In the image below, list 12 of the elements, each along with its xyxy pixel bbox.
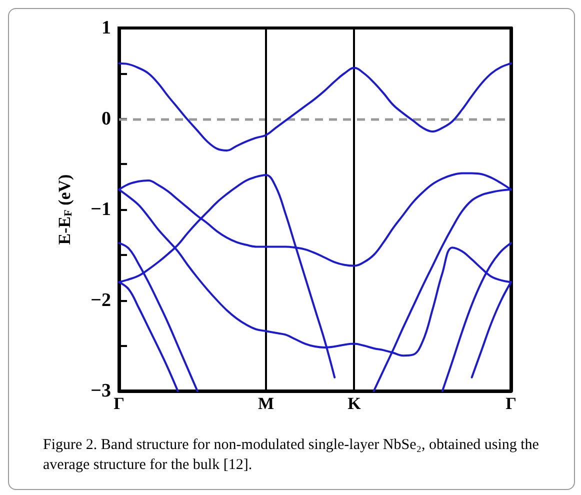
y-axis-title: E-EF (eV) [55, 174, 74, 245]
y-tick-label: −1 [90, 199, 111, 220]
x-tick-label: M [258, 394, 274, 413]
x-tick-label: Γ [114, 394, 124, 413]
y-tick-label: 0 [102, 108, 111, 130]
line-series [118, 62, 512, 152]
x-tick-label: Γ [506, 394, 516, 413]
y-tick-label: 1 [102, 18, 111, 38]
y-tick-label: −3 [90, 380, 111, 402]
caption: Figure 2. Band structure for non-modulated single-layer NbSe₂, obtained using the average structure for the bulk [12]. [43, 436, 540, 475]
x-tick-label: K [348, 394, 362, 413]
y-tick-label: −2 [90, 290, 111, 311]
